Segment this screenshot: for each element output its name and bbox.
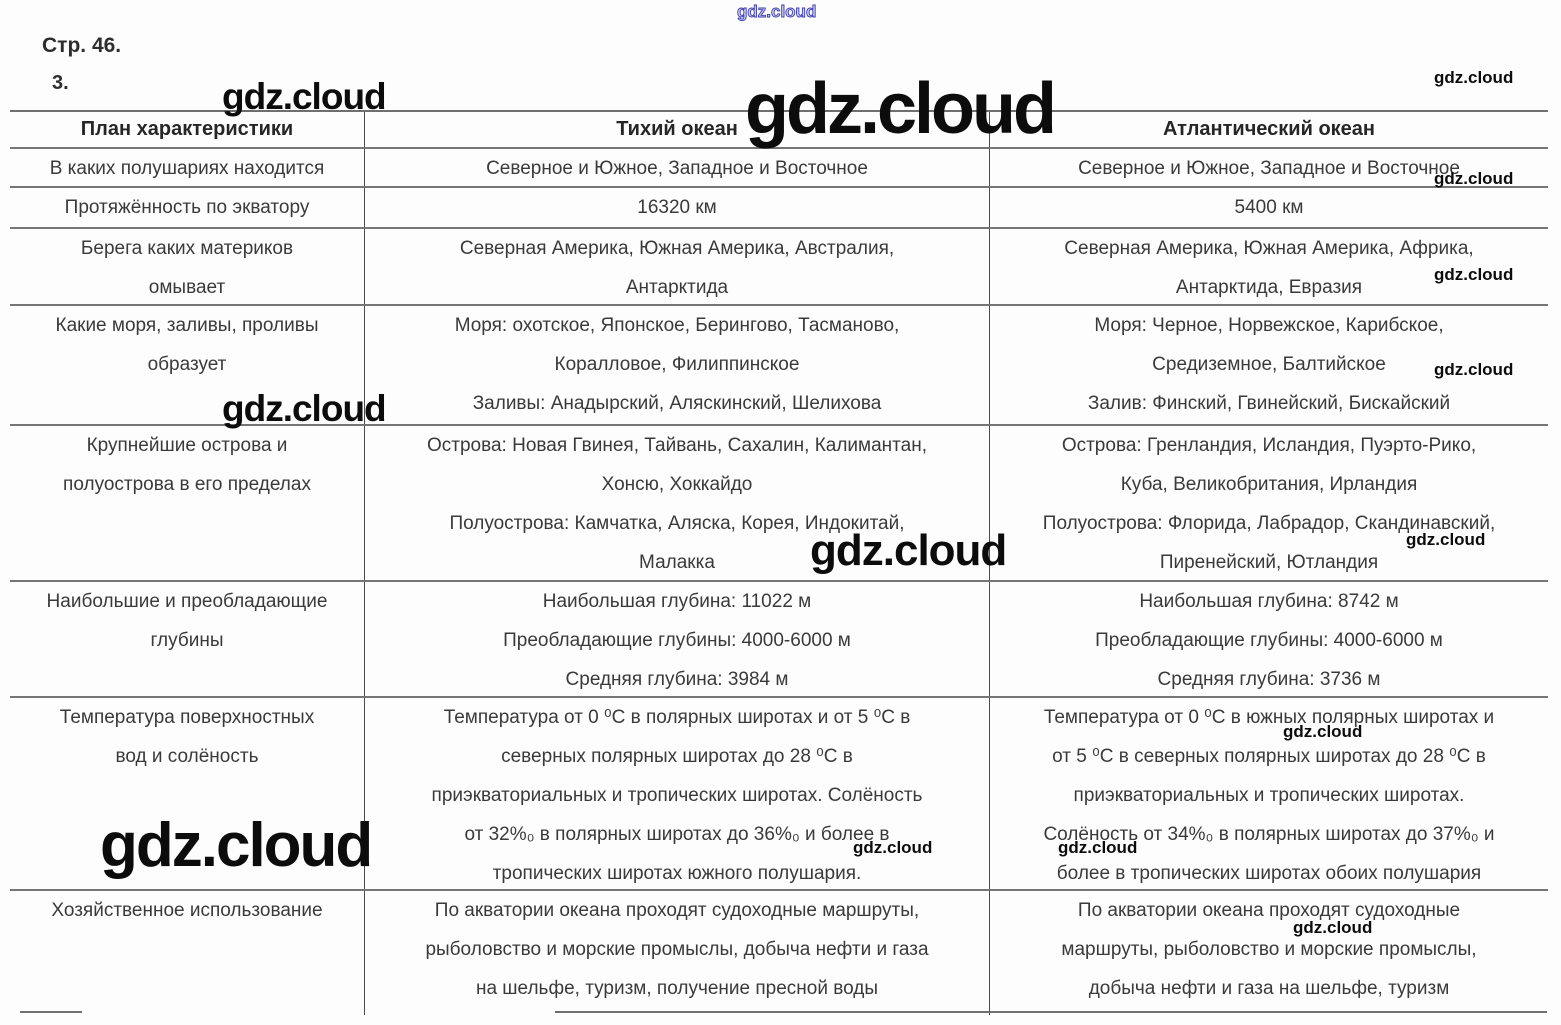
table-row: Крупнейшие острова и полуострова в его п…	[10, 426, 1548, 582]
cell-plan: Хозяйственное использование	[10, 891, 365, 1015]
cell-pacific: Моря: охотское, Японское, Берингово, Тас…	[365, 306, 990, 424]
cell-atlantic: Моря: Черное, Норвежское, Карибское, Сре…	[1087, 315, 1451, 414]
cell-pacific: Температура от 0 ⁰С в полярных широтах и…	[365, 698, 990, 889]
gdz-cloud-watermark: gdz.cloud	[737, 2, 817, 22]
cell-plan: В каких полушариях находится	[10, 149, 365, 186]
table-bottom-border-segment	[20, 1011, 82, 1013]
cell-pacific: Наибольшая глубина: 11022 м Преобладающи…	[365, 582, 990, 696]
table-row: Наибольшие и преобладающие глубины Наибо…	[10, 582, 1548, 698]
header-pacific-ocean: Тихий океан	[365, 112, 990, 147]
table-row: Протяжённость по экватору 16320 км 5400 …	[10, 188, 1548, 229]
cell-pacific: Острова: Новая Гвинея, Тайвань, Сахалин,…	[365, 426, 990, 580]
cell-atlantic: Наибольшая глубина: 8742 м Преобладающие…	[1095, 591, 1443, 690]
header-plan: План характеристики	[10, 112, 365, 147]
cell-pacific: Северная Америка, Южная Америка, Австрал…	[365, 229, 990, 304]
cell-atlantic: Северное и Южное, Западное и Восточное	[1078, 158, 1460, 179]
cell-plan: Наибольшие и преобладающие глубины	[10, 582, 365, 696]
table-row: В каких полушариях находится Северное и …	[10, 149, 1548, 188]
cell-atlantic: Северная Америка, Южная Америка, Африка,…	[1064, 238, 1474, 298]
cell-plan: Какие моря, заливы, проливы образует	[10, 306, 365, 424]
cell-plan: Протяжённость по экватору	[10, 188, 365, 227]
table-bottom-border-segment	[555, 1011, 1547, 1013]
gdz-cloud-watermark: gdz.cloud	[1434, 68, 1514, 87]
cell-atlantic: По акватории океана проходят судоходные …	[1061, 900, 1477, 999]
cell-plan: Температура поверхностных вод и солёност…	[10, 698, 365, 889]
cell-pacific: Северное и Южное, Западное и Восточное	[365, 149, 990, 186]
header-atlantic-ocean: Атлантический океан	[1162, 118, 1375, 140]
table-row: Берега каких материков омывает Северная …	[10, 229, 1548, 306]
table-row: Хозяйственное использование По акватории…	[10, 891, 1548, 1015]
table-row: Температура поверхностных вод и солёност…	[10, 698, 1548, 891]
table-header-row: План характеристики Тихий океан Атлантич…	[10, 112, 1548, 149]
cell-atlantic: 5400 км	[1234, 197, 1304, 218]
cell-pacific: По акватории океана проходят судоходные …	[365, 891, 990, 1015]
cell-plan: Берега каких материков омывает	[10, 229, 365, 304]
cell-atlantic: Температура от 0 ⁰С в южных полярных шир…	[1043, 707, 1495, 884]
task-number: 3.	[52, 72, 69, 94]
table-row: Какие моря, заливы, проливы образует Мор…	[10, 306, 1548, 426]
cell-plan: Крупнейшие острова и полуострова в его п…	[10, 426, 365, 580]
cell-atlantic: Острова: Гренландия, Исландия, Пуэрто-Ри…	[1042, 435, 1496, 573]
page-heading: Стр. 46.	[42, 34, 122, 57]
cell-pacific: 16320 км	[365, 188, 990, 227]
oceans-comparison-table: План характеристики Тихий океан Атлантич…	[10, 110, 1548, 1015]
